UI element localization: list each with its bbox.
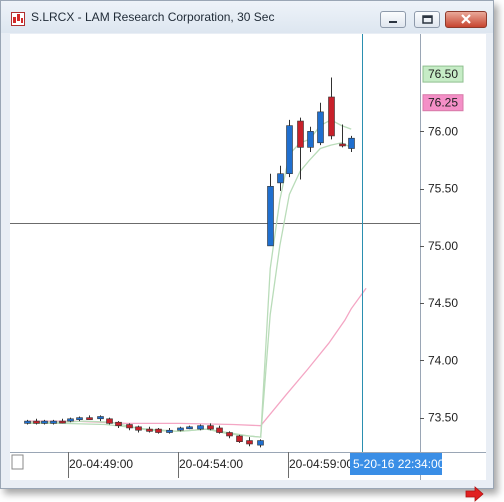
candle[interactable] <box>297 117 304 180</box>
close-icon <box>461 14 471 24</box>
candle[interactable] <box>115 421 122 428</box>
time-axis-label: 20-04:49:00 <box>69 457 133 471</box>
candle[interactable] <box>186 425 193 430</box>
restore-icon <box>422 15 433 24</box>
candle[interactable] <box>166 427 173 434</box>
candle-body <box>115 421 122 426</box>
window-title: S.LRCX - LAM Research Corporation, 30 Se… <box>31 10 275 24</box>
candle[interactable] <box>155 427 162 434</box>
candle-body <box>236 435 243 442</box>
close-button[interactable] <box>445 11 487 28</box>
candle-body <box>76 417 83 420</box>
time-axis-scroll-box[interactable] <box>11 454 24 470</box>
candle-body <box>328 96 335 137</box>
candle-body <box>106 418 113 424</box>
cursor-time-tag-label: 5-20-16 22:34:00 <box>353 457 445 471</box>
price-axis-label: 74.00 <box>428 353 458 367</box>
candle-body <box>246 440 253 445</box>
candle[interactable] <box>126 423 133 431</box>
candle-body <box>257 440 264 446</box>
last-price-tag-label: 76.25 <box>428 96 458 110</box>
candle-body <box>197 425 204 430</box>
candle[interactable] <box>307 126 314 152</box>
candle-body <box>86 417 93 420</box>
candle[interactable] <box>97 415 104 422</box>
candle[interactable] <box>197 424 204 431</box>
candle[interactable] <box>246 437 253 447</box>
candle-body <box>59 420 66 424</box>
candle-body <box>33 420 40 424</box>
candle-body <box>277 173 284 184</box>
candle[interactable] <box>67 417 74 423</box>
candle[interactable] <box>86 415 93 420</box>
candle[interactable] <box>59 418 66 424</box>
candle-body <box>307 131 314 148</box>
candle[interactable] <box>146 426 153 433</box>
candle-body <box>207 425 214 430</box>
app-chart-icon <box>11 12 25 26</box>
candle[interactable] <box>236 434 243 443</box>
candle-body <box>97 416 104 420</box>
maximize-button[interactable] <box>414 11 440 28</box>
candle[interactable] <box>286 119 293 178</box>
scroll-right-arrow-icon[interactable] <box>465 486 485 502</box>
candle-body <box>146 428 153 432</box>
candle-body <box>177 427 184 431</box>
candle-body <box>135 426 142 431</box>
price-axis-label: 74.50 <box>428 296 458 310</box>
candle-body <box>155 428 162 433</box>
price-axis-label: 75.00 <box>428 239 458 253</box>
candle-body <box>41 420 48 424</box>
price-axis-label: 76.00 <box>428 124 458 138</box>
candle[interactable] <box>317 102 324 146</box>
candle[interactable] <box>339 124 346 148</box>
candle-body <box>126 424 133 429</box>
price-chart[interactable]: 76.00 75.50 75.00 74.50 74.00 73.50 76.50 76.25… <box>10 34 486 480</box>
top-price-tag-label: 76.50 <box>428 67 458 81</box>
candle[interactable] <box>348 135 355 152</box>
price-axis-label: 75.50 <box>428 182 458 196</box>
candle[interactable] <box>41 419 48 425</box>
candle[interactable] <box>226 431 233 439</box>
candle[interactable] <box>267 173 274 247</box>
candle[interactable] <box>76 416 83 422</box>
candle[interactable] <box>33 418 40 425</box>
candle-body <box>317 111 324 144</box>
candle-body <box>186 426 193 430</box>
candle[interactable] <box>106 417 113 425</box>
time-axis-label: 20-04:59:00 <box>289 457 353 471</box>
candle[interactable] <box>207 423 214 431</box>
candle-body <box>297 120 304 148</box>
candle[interactable] <box>135 425 142 433</box>
candle-body <box>216 427 223 433</box>
candle[interactable] <box>216 425 223 434</box>
candle[interactable] <box>277 165 284 191</box>
candle-body <box>286 125 293 175</box>
candle[interactable] <box>257 439 264 448</box>
candle[interactable] <box>24 419 31 425</box>
candle-body <box>24 420 31 424</box>
candle-body <box>226 432 233 437</box>
candle[interactable] <box>177 426 184 432</box>
top-price-tag <box>422 65 464 83</box>
chart-area[interactable]: 76.00 75.50 75.00 74.50 74.00 73.50 76.50 76.25… <box>10 34 486 502</box>
price-axis-label: 73.50 <box>428 411 458 425</box>
candle-body <box>166 429 173 433</box>
time-axis-label: 20-04:54:00 <box>179 457 243 471</box>
minimize-button[interactable] <box>380 11 406 28</box>
candle[interactable] <box>50 419 57 425</box>
candle-body <box>50 420 57 424</box>
last-price-tag <box>422 94 464 112</box>
candle-body <box>67 418 74 422</box>
cursor-time-tag <box>350 453 442 475</box>
candle-body <box>267 186 274 247</box>
candle-body <box>339 143 346 147</box>
minimize-icon <box>389 21 397 23</box>
candle-body <box>348 137 355 149</box>
candle[interactable] <box>328 77 335 140</box>
title-bar[interactable]: S.LRCX - LAM Research Corporation, 30 Se… <box>1 1 493 33</box>
